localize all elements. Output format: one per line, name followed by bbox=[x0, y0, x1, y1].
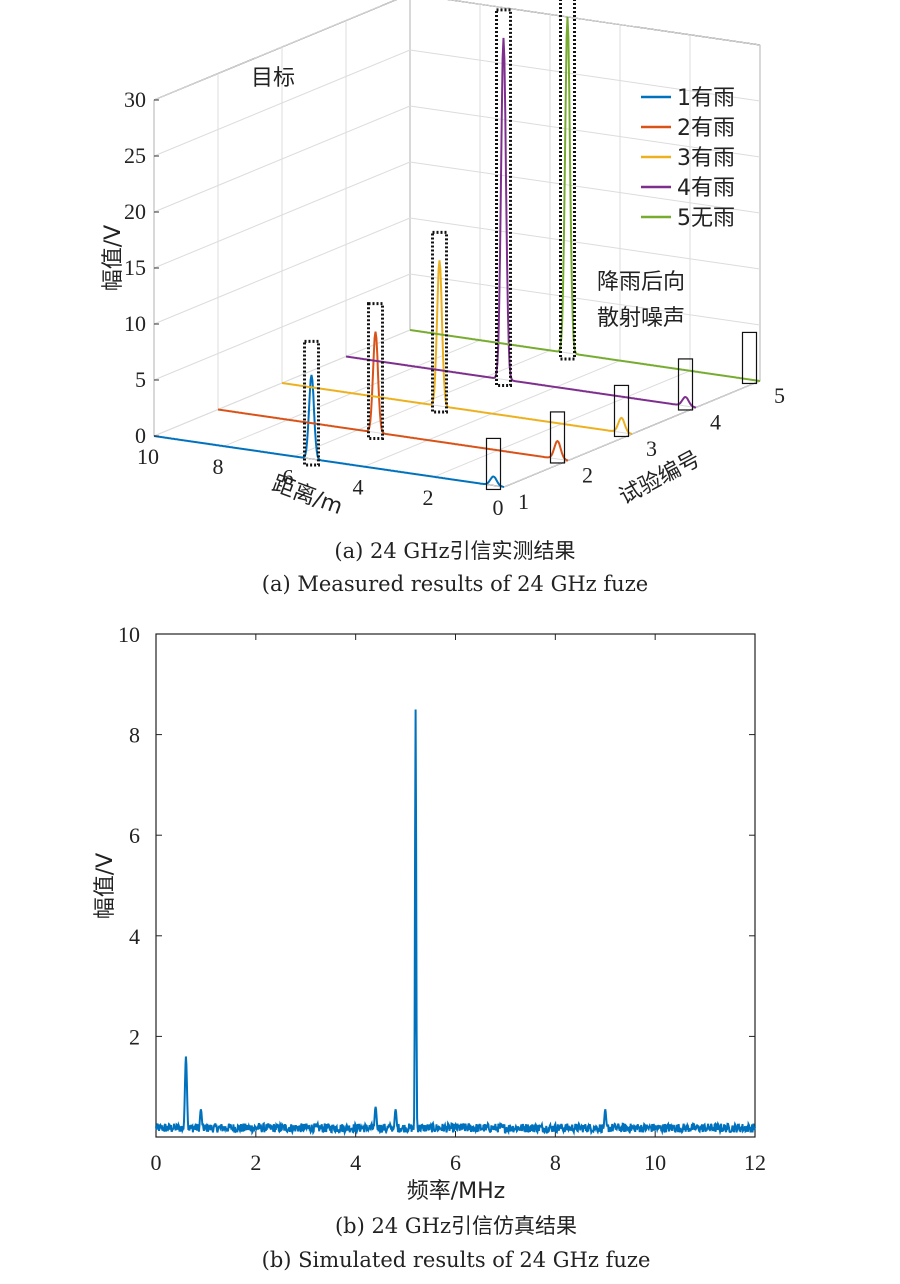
chart-a-annotation-noise-1: 降雨后向 bbox=[597, 270, 685, 295]
chart-b-xtick-label: 10 bbox=[644, 1150, 666, 1175]
chart-a-gridline bbox=[153, 217, 411, 325]
chart-a-ztick-label: 10 bbox=[124, 311, 146, 336]
chart-b-xtick-label: 6 bbox=[450, 1150, 461, 1175]
chart-a-caption-cn: (a) 24 GHz引信实测结果 bbox=[334, 539, 575, 563]
chart-a-annotation-target: 目标 bbox=[251, 66, 295, 91]
chart-a-legend-label: 2有雨 bbox=[677, 116, 735, 141]
chart-b-xtick-label: 2 bbox=[250, 1150, 261, 1175]
chart-a-ztick-label: 20 bbox=[124, 199, 146, 224]
chart-a-series-line bbox=[345, 37, 697, 409]
chart-b-xlabel: 频率/MHz bbox=[407, 1179, 506, 1204]
chart-b-ytick-label: 4 bbox=[129, 924, 140, 949]
chart-a-xlabel: 距离/m bbox=[269, 472, 346, 520]
chart-b-series-line bbox=[155, 709, 756, 1137]
chart-a-ztick-label: 0 bbox=[135, 423, 146, 448]
chart-b-xtick-label: 12 bbox=[744, 1150, 766, 1175]
chart-a-legend: 1有雨 2有雨 3有雨 4有雨 5无雨 bbox=[641, 86, 735, 231]
chart-a-noise-box bbox=[677, 358, 694, 411]
chart-a-xtick-label: 10 bbox=[137, 444, 159, 469]
chart-a-series-line bbox=[153, 374, 505, 488]
chart-a-target-box bbox=[303, 339, 320, 467]
chart-a-gridline bbox=[447, 0, 761, 46]
chart-a-xtick-label: 2 bbox=[423, 485, 434, 510]
chart-b-plot-frame bbox=[155, 633, 756, 1138]
chart-b-ylabel: 幅值/V bbox=[93, 853, 118, 919]
chart-a-ytick-label: 2 bbox=[582, 463, 593, 488]
chart-a-gridline bbox=[409, 161, 761, 214]
chart-a-xtick-label: 6 bbox=[283, 464, 294, 489]
chart-a-gridline bbox=[409, 217, 761, 270]
chart-a-target-box bbox=[367, 302, 384, 440]
chart-b-xtick-label: 8 bbox=[550, 1150, 561, 1175]
chart-a-ytick-label: 1 bbox=[518, 489, 529, 514]
chart-a-noise-box bbox=[549, 411, 566, 464]
chart-a-noise-box bbox=[741, 331, 758, 385]
chart-a-series bbox=[153, 16, 761, 488]
chart-a-gridline bbox=[153, 105, 411, 213]
chart-a-series-line bbox=[281, 260, 633, 435]
chart-a-legend-label: 1有雨 bbox=[677, 86, 735, 111]
chart-a-xtick-label: 8 bbox=[213, 454, 224, 479]
chart-b-xtick-label: 4 bbox=[350, 1150, 361, 1175]
chart-b-xtick-label: 0 bbox=[151, 1150, 162, 1175]
chart-b-ticks: 0 2 4 6 8 10 12 2 4 6 8 10 bbox=[118, 622, 766, 1175]
chart-a-target-box bbox=[495, 8, 512, 387]
chart-a-ztick-label: 30 bbox=[124, 87, 146, 112]
chart-a-caption-en: (a) Measured results of 24 GHz fuze bbox=[262, 572, 648, 596]
chart-a-ylabel: 试验编号 bbox=[615, 447, 704, 510]
chart-a-ytick-label: 5 bbox=[774, 383, 785, 408]
chart-a-xtick-label: 4 bbox=[353, 475, 364, 500]
chart-a-gridline bbox=[409, 273, 761, 326]
chart-b-caption-en: (b) Simulated results of 24 GHz fuze bbox=[262, 1248, 651, 1272]
chart-a-gridline bbox=[409, 49, 761, 102]
chart-a-highlight-boxes bbox=[303, 0, 758, 491]
chart-a-gridline bbox=[153, 0, 397, 101]
chart-a-legend-label: 5无雨 bbox=[677, 206, 735, 231]
chart-b-caption-cn: (b) 24 GHz引信仿真结果 bbox=[335, 1214, 577, 1238]
chart-a-series-line bbox=[409, 16, 761, 382]
chart-b-ytick-label: 8 bbox=[129, 723, 140, 748]
chart-b-ytick-label: 2 bbox=[129, 1024, 140, 1049]
chart-a-noise-box bbox=[613, 384, 630, 438]
chart-a-ztick-label: 25 bbox=[124, 143, 146, 168]
chart-a-target-box bbox=[431, 230, 448, 414]
chart-a-series-line bbox=[217, 331, 569, 462]
chart-a-ytick-label: 3 bbox=[646, 436, 657, 461]
chart-a-ytick-label: 4 bbox=[710, 410, 721, 435]
chart-b-ytick-label: 6 bbox=[129, 823, 140, 848]
chart-a-annotation-noise-2: 散射噪声 bbox=[597, 306, 685, 331]
chart-a-ztick-label: 15 bbox=[124, 255, 146, 280]
chart-a-legend-label: 3有雨 bbox=[677, 146, 735, 171]
chart-a-zlabel: 幅值/V bbox=[101, 225, 126, 291]
chart-a-gridline bbox=[153, 273, 411, 381]
chart-b-ytick-label: 10 bbox=[118, 622, 140, 647]
chart-a-box-edge bbox=[447, 0, 761, 46]
chart-a-gridline bbox=[153, 49, 411, 157]
chart-a-noise-box bbox=[485, 437, 502, 491]
chart-a-legend-label: 4有雨 bbox=[677, 176, 735, 201]
chart-a-xtick-label: 0 bbox=[493, 495, 504, 520]
chart-a-gridline bbox=[409, 105, 761, 158]
chart-b: 0 2 4 6 8 10 12 2 4 6 8 10 幅值/V 频率/MHz (b) 24 GHz引信… bbox=[93, 622, 766, 1272]
chart-a-gridline bbox=[153, 161, 411, 269]
chart-a-ztick-label: 5 bbox=[135, 367, 146, 392]
